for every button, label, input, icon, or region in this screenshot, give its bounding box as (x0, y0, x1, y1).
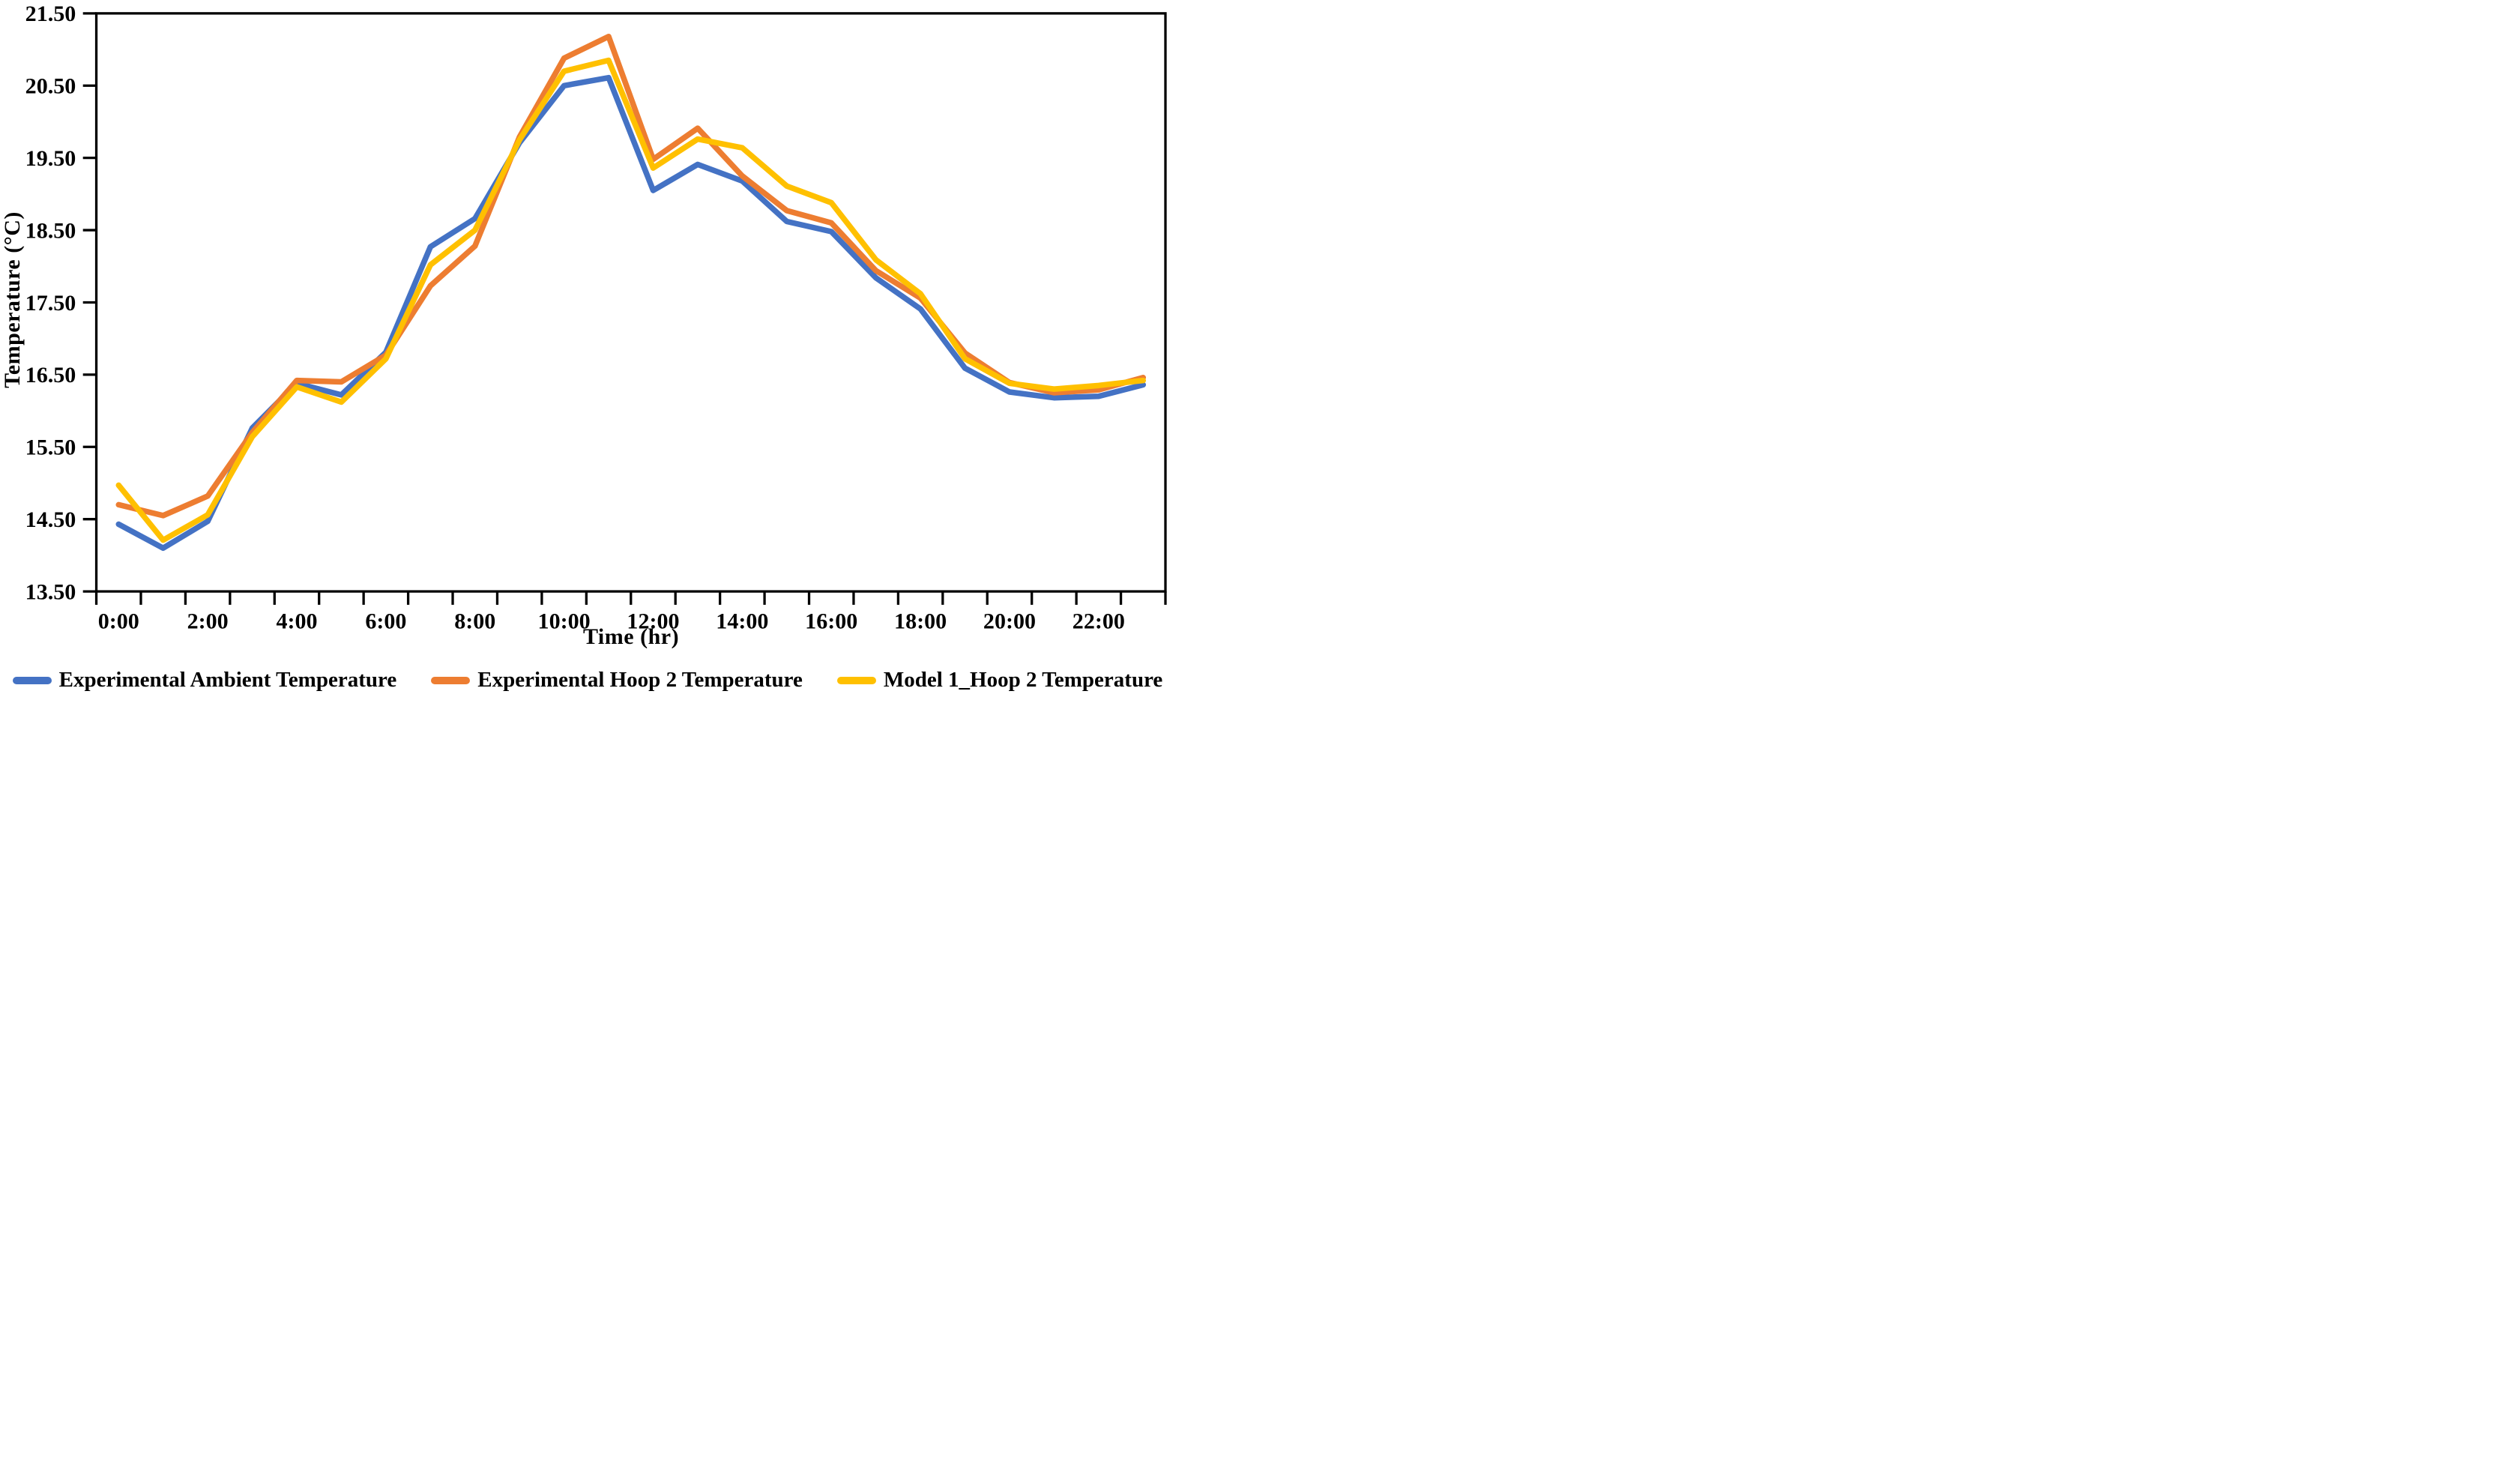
y-tick-label: 21.50 (25, 1, 76, 26)
legend-label: Experimental Hoop 2 Temperature (477, 668, 803, 692)
legend-item-1: Experimental Ambient Temperature (12, 668, 397, 693)
y-tick-label: 14.50 (25, 507, 76, 532)
x-tick-label: 0:00 (98, 608, 139, 633)
plot-area: 13.50 14.50 15.50 16.50 17.50 18.50 19.50 20.50… (25, 1, 1167, 633)
legend-label: Model 1_Hoop 2 Temperature (883, 668, 1163, 692)
x-tick-label: 2:00 (187, 608, 229, 633)
legend-label: Experimental Ambient Temperature (58, 668, 397, 692)
series-line-3 (115, 57, 1147, 543)
legend-line-swatch (431, 676, 471, 684)
series-line-2 (115, 33, 1147, 519)
y-tick-label: 19.50 (25, 145, 76, 171)
x-tick-label: 6:00 (365, 608, 406, 633)
x-tick-label: 14:00 (716, 608, 768, 633)
x-tick-label: 16:00 (805, 608, 857, 633)
legend-line-swatch (12, 676, 52, 684)
y-tick-label: 20.50 (25, 73, 76, 99)
y-axis-title: Temperature (°C) (0, 211, 25, 388)
x-tick-label: 22:00 (1072, 608, 1125, 633)
y-tick-label: 16.50 (25, 362, 76, 387)
x-tick-label: 4:00 (276, 608, 317, 633)
y-tick-label: 17.50 (25, 290, 76, 316)
y-tick-label: 15.50 (25, 435, 76, 460)
line-chart-figure: 13.50 14.50 15.50 16.50 17.50 18.50 19.50 20.50… (0, 0, 1175, 697)
x-axis-title: Time (hr) (582, 624, 680, 650)
series-line-1 (115, 74, 1147, 552)
x-tick-label: 10:00 (538, 608, 591, 633)
legend-line-swatch (836, 676, 876, 684)
y-tick-label: 13.50 (25, 579, 76, 604)
legend-item-2: Experimental Hoop 2 Temperature (431, 668, 803, 693)
x-tick-label: 20:00 (983, 608, 1036, 633)
x-tick-label: 18:00 (894, 608, 947, 633)
legend-item-3: Model 1_Hoop 2 Temperature (836, 668, 1163, 693)
y-tick-label: 18.50 (25, 217, 76, 243)
x-tick-label: 12:00 (627, 608, 679, 633)
legend: Experimental Ambient Temperature Experime… (0, 668, 1175, 693)
x-tick-label: 8:00 (454, 608, 495, 633)
